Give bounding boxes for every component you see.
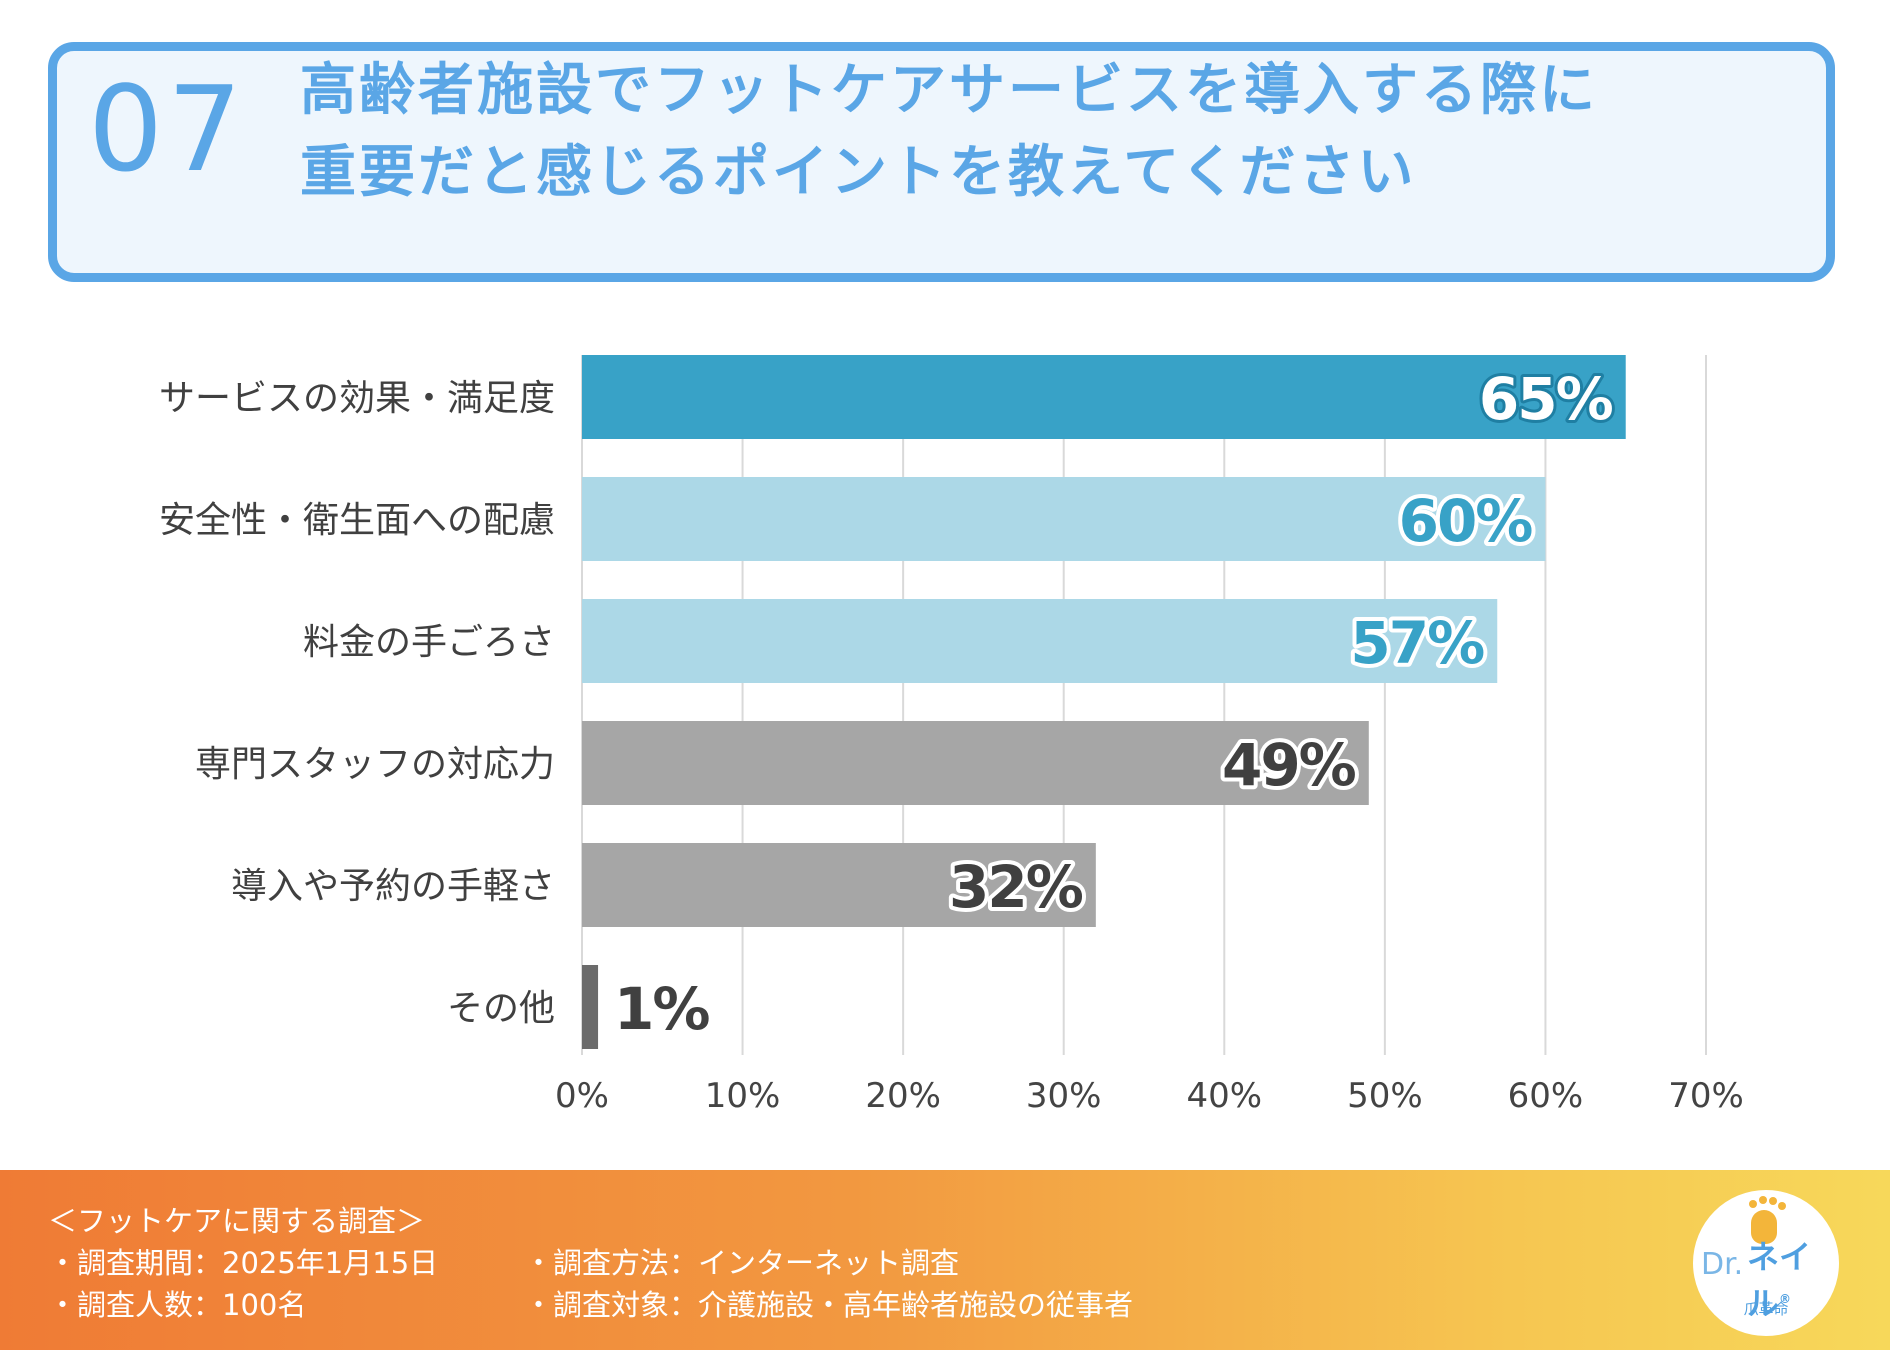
- logo-name: ネイル: [1747, 1238, 1812, 1323]
- x-tick-label: 50%: [1347, 1076, 1423, 1116]
- x-tick-label: 20%: [865, 1076, 941, 1116]
- bar: [582, 599, 1498, 683]
- x-tick-label: 10%: [705, 1076, 781, 1116]
- x-tick-label: 30%: [1026, 1076, 1102, 1116]
- category-label: 安全性・衛生面への配慮: [159, 500, 555, 541]
- grid-lines: [581, 355, 1707, 1055]
- question-title-line-1: 高齢者施設でフットケアサービスを導入する際に: [300, 58, 1598, 123]
- value-label: 1%: [614, 975, 709, 1043]
- logo-name-text: ネイル®: [1747, 1236, 1839, 1325]
- toe-icon: [1749, 1200, 1757, 1208]
- category-label: 専門スタッフの対応力: [195, 744, 555, 785]
- survey-target: ・調査対象：介護施設・高年齢者施設の従事者: [524, 1288, 1134, 1322]
- x-tick-label: 60%: [1508, 1076, 1584, 1116]
- question-number: 07: [88, 60, 247, 198]
- bar: [582, 843, 1096, 927]
- bar: [582, 355, 1626, 439]
- question-title: 高齢者施設でフットケアサービスを導入する際に 重要だと感じるポイントを教えてくだ…: [300, 50, 1760, 214]
- logo-registered-mark: ®: [1779, 1292, 1792, 1306]
- survey-method: ・調査方法：インターネット調査: [524, 1246, 960, 1280]
- labels: 0% 10% 20% 30% 40% 50% 60% 70% サービスの効果・満足度 65% 安全性…: [159, 362, 1744, 1116]
- toe-icon: [1769, 1197, 1777, 1205]
- value-label: 57%: [1350, 609, 1484, 677]
- survey-respondents: ・調査人数：100名: [48, 1288, 307, 1322]
- x-tick-label: 70%: [1668, 1076, 1744, 1116]
- toe-icon: [1778, 1202, 1786, 1210]
- bar: [582, 477, 1546, 561]
- value-label: 60%: [1399, 487, 1533, 555]
- value-label: 49%: [1222, 731, 1356, 799]
- bars: [582, 355, 1626, 1049]
- x-tick-label: 40%: [1186, 1076, 1262, 1116]
- bar: [582, 721, 1369, 805]
- survey-footer: ＜フットケアに関する調査＞ ・調査期間：2025年1月15日 ・調査方法：インタ…: [0, 1170, 1890, 1350]
- foot-icon: [1751, 1210, 1777, 1244]
- dr-nail-logo: Dr. ネイル® 爪革命: [1693, 1190, 1839, 1336]
- category-label: 導入や予約の手軽さ: [231, 866, 555, 907]
- question-title-line-2: 重要だと感じるポイントを教えてください: [300, 140, 1417, 205]
- toe-icon: [1759, 1196, 1767, 1204]
- bar: [582, 965, 599, 1049]
- logo-subtitle: 爪革命: [1743, 1300, 1789, 1318]
- bar-chart: 0% 10% 20% 30% 40% 50% 60% 70% サービスの効果・満足度 65% 安全性…: [159, 355, 1744, 1116]
- category-label: その他: [447, 988, 555, 1029]
- survey-heading: ＜フットケアに関する調査＞: [48, 1204, 426, 1238]
- logo-dr-text: Dr.: [1701, 1247, 1744, 1282]
- category-label: サービスの効果・満足度: [159, 378, 555, 419]
- x-tick-label: 0%: [555, 1076, 609, 1116]
- value-label: 65%: [1479, 365, 1613, 433]
- survey-period: ・調査期間：2025年1月15日: [48, 1246, 439, 1280]
- question-header-box: [48, 42, 1835, 282]
- category-label: 料金の手ごろさ: [303, 622, 555, 663]
- value-label: 32%: [949, 853, 1083, 921]
